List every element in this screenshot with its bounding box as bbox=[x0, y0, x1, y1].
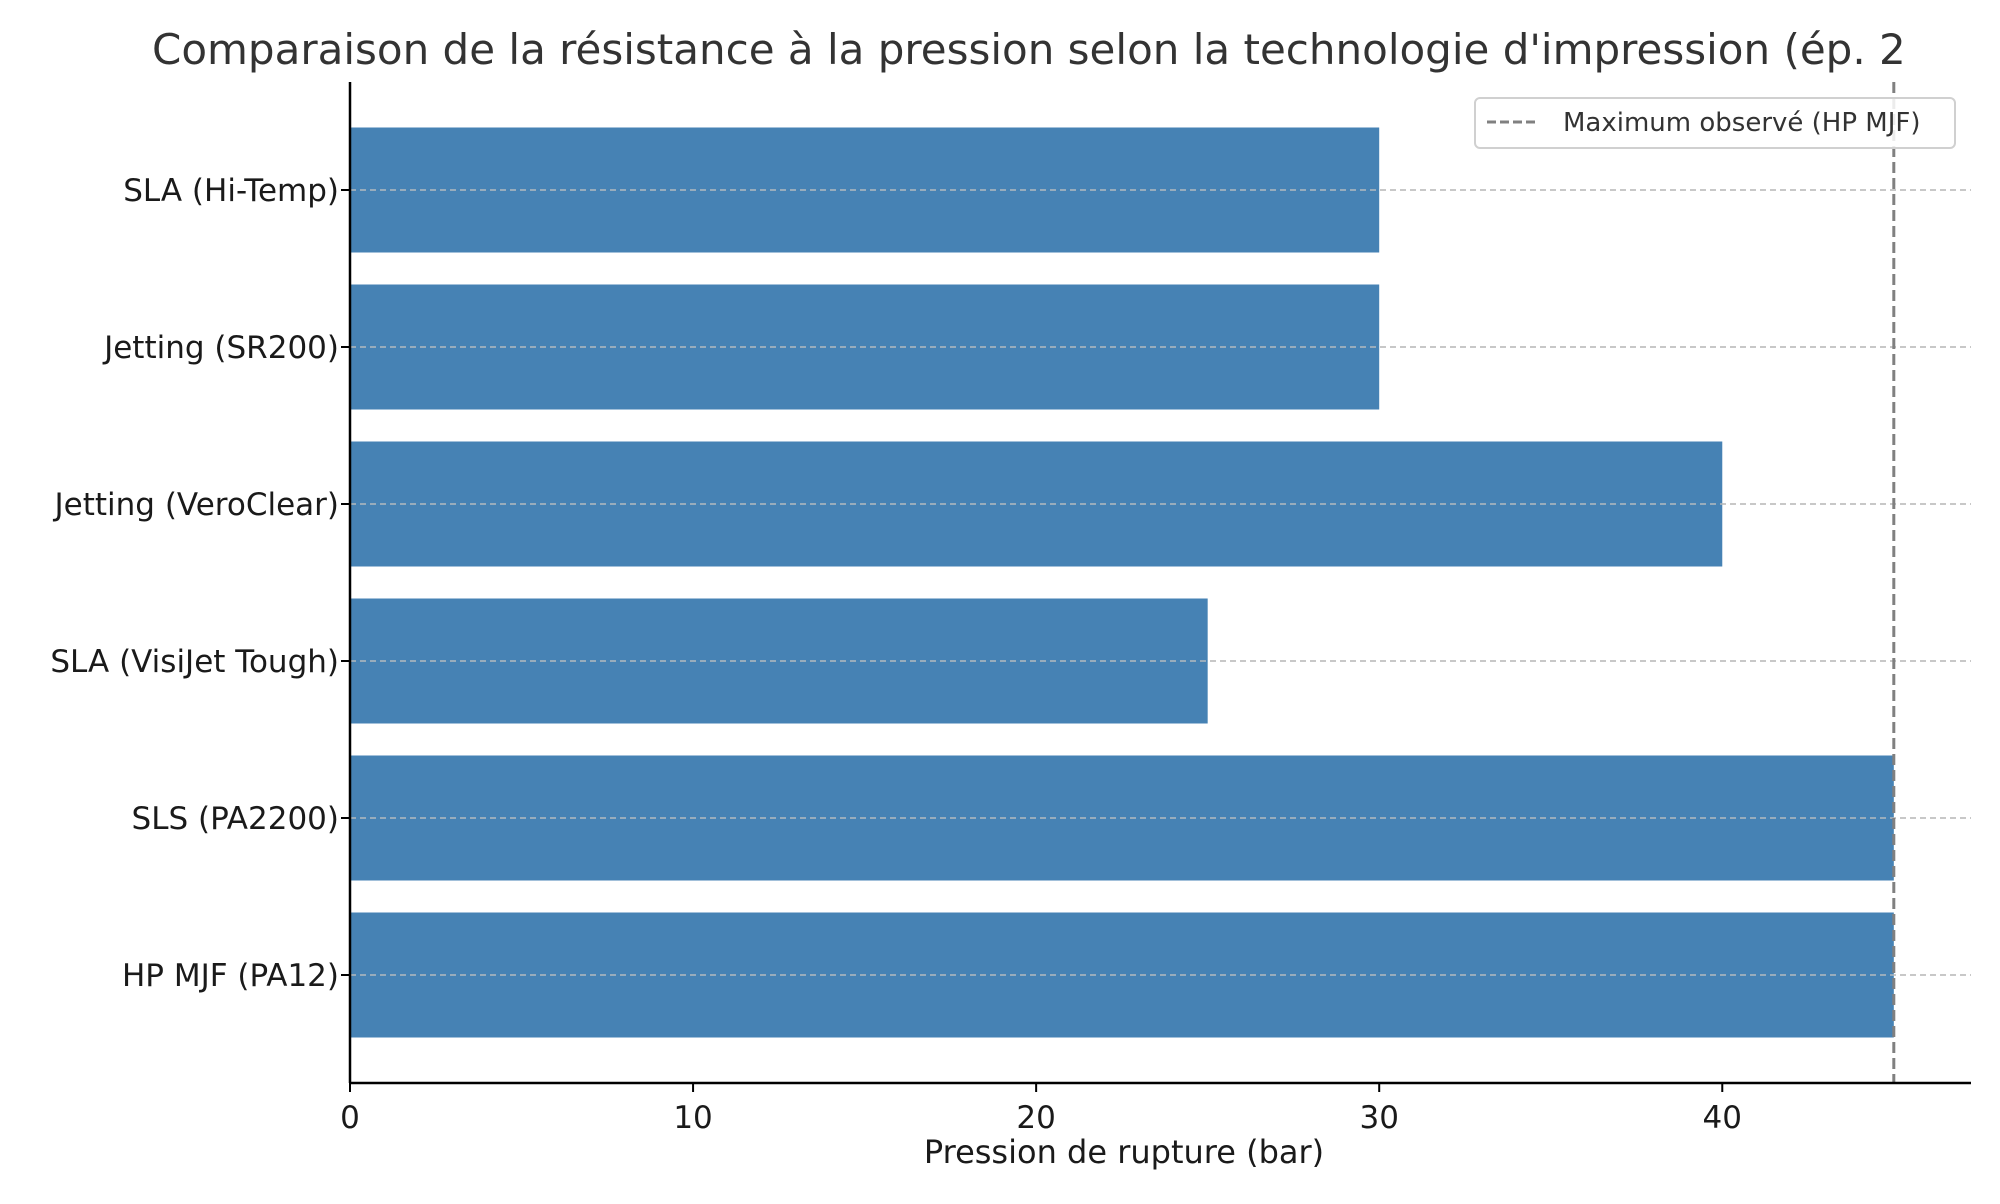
y-tick-label: HP MJF (PA12) bbox=[122, 958, 339, 994]
bars bbox=[350, 127, 1971, 1038]
legend: Maximum observé (HP MJF) bbox=[1474, 97, 1956, 149]
y-tick-label: SLA (Hi-Temp) bbox=[123, 173, 339, 209]
bar bbox=[350, 598, 1208, 724]
legend-label: Maximum observé (HP MJF) bbox=[1563, 108, 1921, 138]
y-tick-label: SLA (VisiJet Tough) bbox=[50, 644, 339, 680]
x-tick-labels: 0 10 20 30 40 bbox=[340, 1083, 1742, 1136]
x-tick-label: 20 bbox=[1016, 1100, 1055, 1136]
y-tick-label: SLS (PA2200) bbox=[132, 801, 339, 837]
y-tick-label: Jetting (VeroClear) bbox=[53, 487, 339, 523]
x-axis-label: Pression de rupture (bar) bbox=[924, 1133, 1324, 1171]
x-tick-label: 40 bbox=[1703, 1100, 1742, 1136]
legend-box bbox=[1474, 97, 1956, 149]
axes bbox=[348, 82, 1971, 1085]
x-tick-label: 0 bbox=[340, 1100, 360, 1136]
x-tick-label: 30 bbox=[1359, 1100, 1398, 1136]
y-tick-labels: SLA (Hi-Temp) Jetting (SR200) Jetting (Ver… bbox=[50, 173, 350, 994]
x-tick-label: 10 bbox=[673, 1100, 712, 1136]
y-tick-label: Jetting (SR200) bbox=[102, 330, 339, 366]
chart-title: Comparaison de la résistance à la pressi… bbox=[152, 25, 1906, 74]
